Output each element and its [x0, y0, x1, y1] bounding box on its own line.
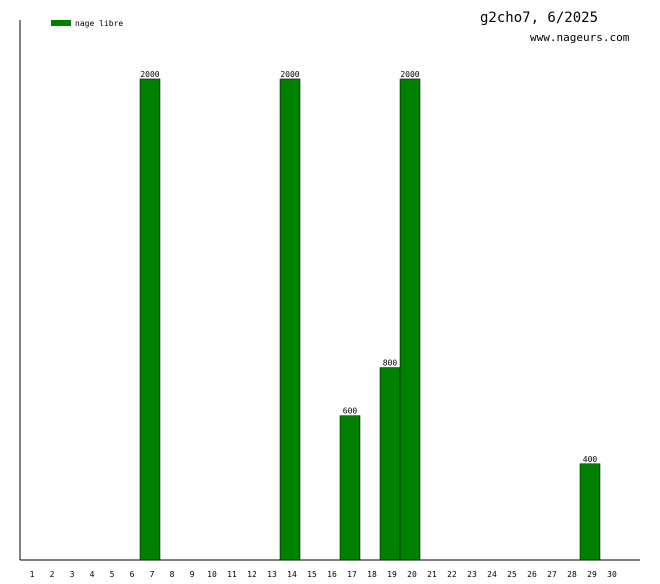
legend-swatch	[51, 20, 71, 26]
x-tick-label: 27	[547, 570, 557, 579]
bar	[579, 463, 601, 561]
x-tick-label: 3	[70, 570, 75, 579]
x-tick-label: 17	[347, 570, 357, 579]
x-tick-label: 4	[90, 570, 95, 579]
x-tick-label: 12	[247, 570, 257, 579]
x-tick-label: 19	[387, 570, 397, 579]
data-label: 400	[583, 455, 598, 464]
x-tick-label: 26	[527, 570, 537, 579]
bar	[399, 78, 421, 561]
x-tick-label: 5	[110, 570, 115, 579]
data-label: 2000	[400, 70, 419, 79]
x-tick-label: 25	[507, 570, 517, 579]
x-tick-label: 2	[50, 570, 55, 579]
x-tick-label: 18	[367, 570, 377, 579]
x-tick-label: 22	[447, 570, 457, 579]
x-tick-label: 14	[287, 570, 297, 579]
x-tick-label: 13	[267, 570, 277, 579]
x-tick-label: 24	[487, 570, 497, 579]
x-tick-label: 6	[130, 570, 135, 579]
x-tick-label: 16	[327, 570, 337, 579]
chart-title: g2cho7, 6/2025	[480, 10, 598, 26]
data-label: 2000	[140, 70, 159, 79]
legend-label: nage libre	[75, 19, 123, 28]
data-label: 800	[383, 359, 398, 368]
x-tick-label: 28	[567, 570, 577, 579]
data-label: 2000	[280, 70, 299, 79]
bar	[379, 367, 401, 561]
x-tick-label: 30	[607, 570, 617, 579]
x-tick-label: 1	[30, 570, 35, 579]
x-tick-label: 29	[587, 570, 597, 579]
bar	[139, 78, 161, 561]
x-tick-label: 8	[170, 570, 175, 579]
x-tick-label: 9	[190, 570, 195, 579]
x-tick-label: 7	[150, 570, 155, 579]
x-tick-label: 23	[467, 570, 477, 579]
x-tick-label: 15	[307, 570, 317, 579]
x-tick-label: 10	[207, 570, 217, 579]
bar	[279, 78, 301, 561]
data-label: 600	[343, 407, 358, 416]
bar	[339, 415, 361, 561]
x-tick-label: 21	[427, 570, 437, 579]
chart-subtitle: www.nageurs.com	[530, 31, 630, 44]
x-tick-label: 11	[227, 570, 237, 579]
x-tick-label: 20	[407, 570, 417, 579]
